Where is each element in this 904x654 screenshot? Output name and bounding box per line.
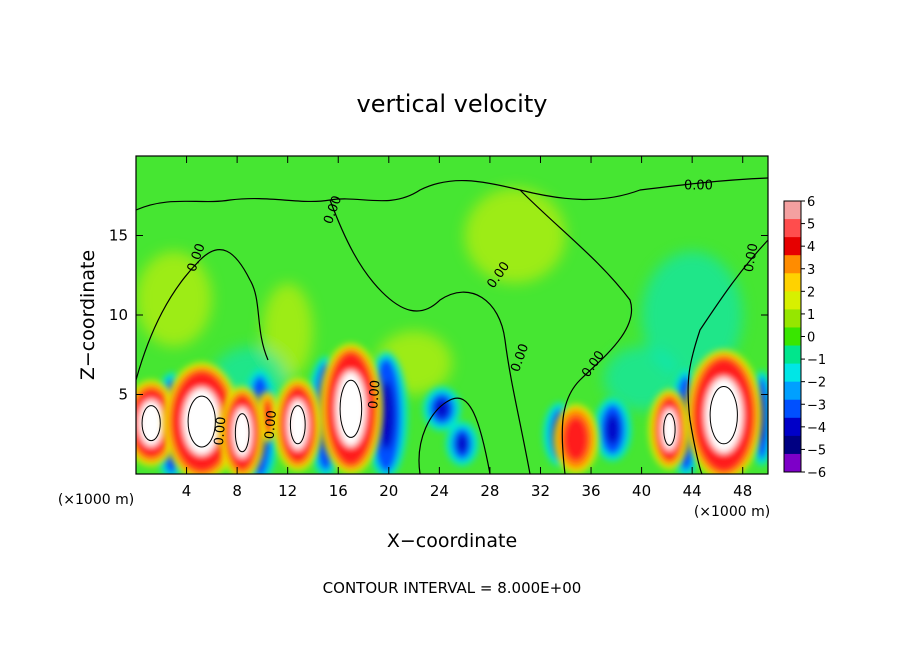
x-axis-unit-right: (×1000 m) — [694, 504, 770, 520]
colorbar-segment — [784, 327, 801, 347]
colorbar-label: 6 — [807, 195, 815, 210]
x-axis-unit-left: (×1000 m) — [58, 492, 134, 508]
x-tick-label: 48 — [733, 482, 752, 500]
updraft-cell — [273, 378, 323, 471]
updraft-cell — [318, 343, 383, 474]
zero-contour-mid-plume — [329, 199, 531, 474]
y-tick-label: 10 — [109, 306, 128, 324]
zero-contour-east-plume — [519, 189, 633, 474]
downdraft-peak — [434, 399, 449, 419]
colorbar-segment — [784, 345, 801, 365]
colorbar-segment — [784, 201, 801, 220]
y-axis: 5 10 15 — [109, 227, 768, 404]
x-tick-label: 20 — [379, 482, 398, 500]
colorbar-label: −6 — [807, 466, 826, 481]
colorbar-segment — [784, 273, 801, 292]
colorbar-segment — [784, 237, 801, 256]
zero-contour-left-plume — [136, 249, 269, 381]
x-tick-label: 12 — [278, 482, 297, 500]
downdraft-peak — [605, 414, 620, 445]
colorbar-label: 3 — [807, 263, 815, 278]
contour-label: 0.00 — [684, 179, 713, 194]
contour-interval-footer: CONTOUR INTERVAL = 8.000E+00 — [323, 579, 582, 597]
plot-area: 0.000.000.000.000.000.00 0.000.000.00 0.00 — [136, 156, 768, 474]
colorbar-label: 0 — [807, 331, 815, 346]
colorbar-label: 4 — [807, 240, 815, 255]
x-axis-label: X−coordinate — [387, 530, 517, 552]
updraft-contour — [289, 405, 306, 445]
colorbar-segment — [784, 363, 801, 383]
x-tick-label: 24 — [430, 482, 449, 500]
chart-title: vertical velocity — [357, 90, 548, 118]
colorbar-segment — [784, 219, 801, 238]
colorbar-segment — [784, 417, 801, 437]
updraft-contour — [141, 405, 161, 442]
updraft-cell — [685, 349, 763, 474]
colorbar-label: −4 — [807, 421, 826, 436]
x-tick-label: 44 — [683, 482, 702, 500]
zero-contour-low-mid — [418, 397, 491, 474]
colorbar-label: 5 — [807, 218, 815, 233]
x-axis: 4 8 12 16 20 24 28 32 36 40 44 48 — [182, 156, 752, 500]
x-tick-label: 16 — [329, 482, 348, 500]
updraft-contour — [339, 379, 363, 438]
contour-label: 0.00 — [742, 242, 762, 273]
y-tick-label: 15 — [109, 227, 128, 245]
zero-contour-right-plume — [687, 239, 768, 474]
zero-contours — [136, 177, 768, 474]
updraft-contour — [709, 386, 738, 445]
x-tick-label: 32 — [531, 482, 550, 500]
updraft-contour — [187, 395, 216, 448]
colorbar-segment — [784, 381, 801, 401]
velocity-field — [136, 187, 768, 474]
x-tick-label: 40 — [632, 482, 651, 500]
contour-label: 0.00 — [366, 379, 383, 409]
colorbar-segment — [784, 453, 801, 473]
y-axis-label: Z−coordinate — [77, 250, 99, 380]
y-tick-label: 5 — [118, 386, 128, 404]
colorbar-label: −5 — [807, 443, 826, 458]
colorbar-label: 1 — [807, 308, 815, 323]
zero-contour-upper — [136, 177, 768, 211]
x-tick-label: 28 — [480, 482, 499, 500]
colorbar-segment — [784, 255, 801, 274]
updraft-contour — [234, 413, 250, 453]
colorbar-label: −1 — [807, 353, 826, 368]
colorbar-segment — [784, 291, 801, 310]
colorbar-label: −3 — [807, 398, 826, 413]
updraft-contours — [141, 379, 738, 453]
x-tick-label: 36 — [581, 482, 600, 500]
contour-label: 0.00 — [263, 410, 280, 440]
warm-cell — [553, 404, 599, 474]
colorbar-label: 2 — [807, 285, 815, 300]
contour-label: 0.00 — [212, 416, 229, 446]
updraft-contour — [663, 413, 676, 446]
x-tick-label: 8 — [232, 482, 242, 500]
updraft-cell — [648, 389, 691, 470]
colorbar: 6 5 4 3 2 1 0 −1 −2 −3 −4 −5 −6 — [783, 195, 826, 481]
downdraft-peak — [456, 434, 468, 454]
colorbar-segment — [784, 309, 801, 328]
colorbar-segment — [784, 399, 801, 419]
colorbar-label: −2 — [807, 376, 826, 391]
x-tick-label: 4 — [182, 482, 192, 500]
colorbar-segment — [784, 435, 801, 455]
